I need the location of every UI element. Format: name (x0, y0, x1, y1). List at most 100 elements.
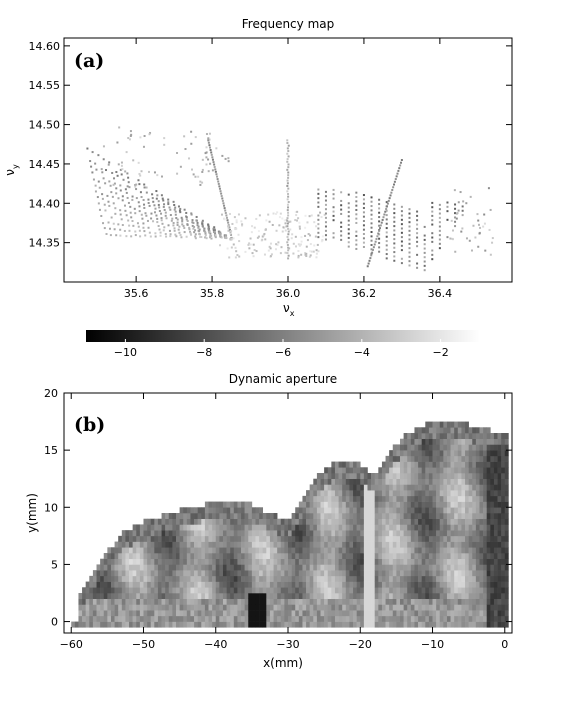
frequency-point (176, 172, 179, 175)
aperture-cell (230, 524, 235, 531)
aperture-cell (504, 518, 509, 525)
frequency-point (362, 215, 365, 218)
aperture-cell (201, 587, 206, 594)
aperture-cell (230, 587, 235, 594)
frequency-point (431, 253, 434, 256)
frequency-point (287, 144, 290, 147)
aperture-cell (443, 495, 448, 502)
aperture-cell (353, 495, 357, 502)
aperture-cell (208, 558, 213, 565)
aperture-cell (446, 478, 451, 485)
aperture-cell (493, 610, 498, 617)
aperture-cell (183, 564, 188, 571)
frequency-point (180, 236, 183, 239)
frequency-point (120, 173, 123, 176)
aperture-cell (129, 587, 133, 594)
frequency-point (332, 197, 335, 200)
frequency-point (465, 237, 468, 240)
frequency-point (309, 234, 312, 237)
frequency-point (179, 165, 182, 168)
frequency-point (309, 243, 312, 246)
aperture-cell (273, 513, 278, 520)
aperture-cell (349, 478, 354, 485)
aperture-cell (298, 593, 303, 600)
frequency-point (95, 168, 98, 171)
aperture-cell (154, 570, 159, 577)
aperture-cell (302, 604, 307, 611)
aperture-cell (248, 598, 253, 605)
frequency-point (157, 224, 160, 227)
aperture-cell (331, 615, 336, 622)
colorbar: −10 −8 −6 −4 −2 (86, 330, 480, 359)
aperture-cell (349, 518, 354, 525)
aperture-cell (497, 501, 502, 508)
aperture-cell (295, 553, 300, 560)
aperture-cell (360, 495, 365, 502)
aperture-cell (475, 615, 480, 622)
aperture-cell (248, 507, 253, 514)
aperture-cell (136, 547, 141, 554)
frequency-point (304, 214, 307, 217)
aperture-cell (385, 547, 390, 554)
aperture-cell (186, 524, 191, 531)
frequency-point (157, 200, 160, 203)
aperture-cell (465, 581, 469, 588)
aperture-cell (309, 501, 314, 508)
aperture-cell (324, 484, 329, 491)
aperture-cell (465, 484, 469, 491)
aperture-cell (381, 478, 386, 485)
aperture-cell (204, 575, 209, 582)
aperture-cell (313, 558, 318, 565)
aperture-cell (316, 478, 321, 485)
aperture-cell (400, 593, 404, 600)
aperture-cell (454, 593, 459, 600)
aperture-cell (273, 524, 278, 531)
aperture-cell (353, 621, 357, 628)
aperture-cell (313, 535, 318, 542)
aperture-cell (367, 570, 372, 577)
aperture-cell (497, 570, 502, 577)
aperture-cell (414, 621, 419, 628)
aperture-cell (371, 604, 376, 611)
aperture-cell (396, 495, 401, 502)
aperture-cell (295, 530, 300, 537)
frequency-point (297, 243, 300, 246)
frequency-point (211, 158, 214, 161)
aperture-cell (179, 598, 184, 605)
aperture-cell (407, 621, 412, 628)
aperture-cell (475, 513, 480, 520)
aperture-cell (504, 444, 509, 451)
aperture-cell (201, 575, 206, 582)
aperture-cell (490, 461, 495, 468)
aperture-cell (186, 553, 191, 560)
frequency-point (127, 201, 130, 204)
aperture-cell (269, 610, 274, 617)
frequency-point (287, 233, 290, 236)
aperture-cell (428, 518, 433, 525)
aperture-cell (107, 593, 112, 600)
frequency-point (294, 219, 297, 222)
aperture-cell (219, 598, 224, 605)
aperture-cell (78, 610, 83, 617)
aperture-cell (475, 438, 480, 445)
aperture-cell (82, 610, 86, 617)
aperture-cell (316, 524, 321, 531)
aperture-cell (331, 570, 336, 577)
aperture-cell (222, 507, 227, 514)
aperture-cell (179, 547, 184, 554)
frequency-point (287, 257, 290, 260)
aperture-cell (118, 615, 123, 622)
aperture-cell (400, 530, 404, 537)
aperture-cell (486, 564, 491, 571)
aperture-cell (273, 518, 278, 525)
aperture-cell (165, 598, 170, 605)
frequency-point (181, 223, 184, 226)
aperture-cell (501, 615, 506, 622)
aperture-cell (493, 438, 498, 445)
aperture-cell (432, 433, 437, 440)
aperture-cell (345, 501, 350, 508)
aperture-cell (110, 598, 115, 605)
aperture-cell (168, 553, 173, 560)
aperture-cell (454, 501, 459, 508)
aperture-cell (197, 610, 202, 617)
